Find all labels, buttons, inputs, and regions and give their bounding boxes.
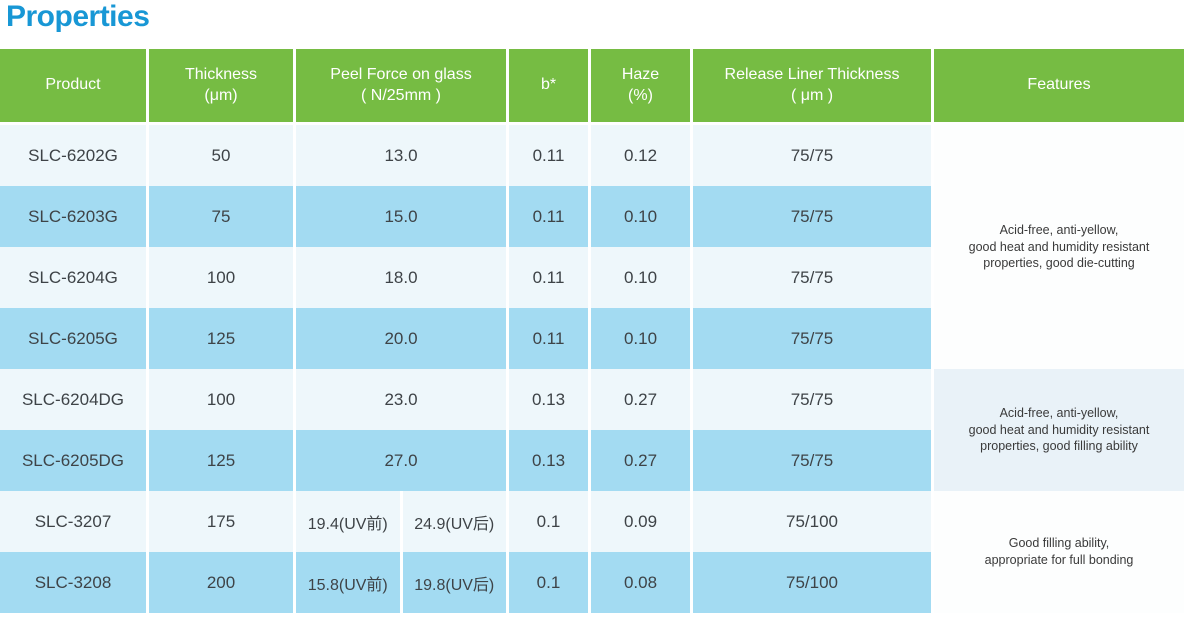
product-cell: SLC-3207: [0, 491, 146, 552]
peel-force-split-cell: 19.4(UV前) 24.9(UV后): [296, 491, 506, 552]
thickness-cell: 200: [149, 552, 293, 613]
product-cell: SLC-6204G: [0, 247, 146, 308]
release-liner-cell: 75/100: [693, 552, 931, 613]
b-star-cell: 0.11: [509, 247, 588, 308]
peel-force-cell: 20.0: [296, 308, 506, 369]
release-liner-cell: 75/75: [693, 186, 931, 247]
peel-force-post-uv-cell: 24.9(UV后): [402, 491, 506, 552]
product-cell: SLC-6204DG: [0, 369, 146, 430]
haze-cell: 0.10: [591, 186, 690, 247]
table-header-row: Product Thickness (μm) Peel Force on gla…: [0, 49, 1184, 122]
product-cell: SLC-6205DG: [0, 430, 146, 491]
thickness-cell: 100: [149, 369, 293, 430]
header-cell-b-star: b*: [509, 49, 588, 122]
haze-cell: 0.27: [591, 430, 690, 491]
thickness-cell: 50: [149, 125, 293, 186]
release-liner-cell: 75/75: [693, 369, 931, 430]
b-star-cell: 0.1: [509, 552, 588, 613]
thickness-cell: 100: [149, 247, 293, 308]
haze-cell: 0.10: [591, 308, 690, 369]
features-cell-group-3: Good filling ability, appropriate for fu…: [934, 491, 1184, 613]
b-star-cell: 0.13: [509, 369, 588, 430]
release-liner-cell: 75/75: [693, 125, 931, 186]
peel-force-cell: 13.0: [296, 125, 506, 186]
header-cell-peel-force: Peel Force on glass ( N/25mm ): [296, 49, 506, 122]
product-cell: SLC-6205G: [0, 308, 146, 369]
release-liner-cell: 75/100: [693, 491, 931, 552]
page-title: Properties: [6, 0, 150, 33]
release-liner-cell: 75/75: [693, 247, 931, 308]
header-cell-release-liner: Release Liner Thickness ( μm ): [693, 49, 931, 122]
thickness-cell: 75: [149, 186, 293, 247]
product-cell: SLC-6203G: [0, 186, 146, 247]
peel-force-post-uv-cell: 19.8(UV后): [402, 552, 506, 613]
b-star-cell: 0.11: [509, 125, 588, 186]
b-star-cell: 0.13: [509, 430, 588, 491]
peel-force-pre-uv-cell: 15.8(UV前): [296, 552, 400, 613]
release-liner-cell: 75/75: [693, 308, 931, 369]
haze-cell: 0.10: [591, 247, 690, 308]
header-cell-product: Product: [0, 49, 146, 122]
header-cell-features: Features: [934, 49, 1184, 122]
product-cell: SLC-6202G: [0, 125, 146, 186]
b-star-cell: 0.11: [509, 308, 588, 369]
header-cell-haze: Haze (%): [591, 49, 690, 122]
peel-force-cell: 18.0: [296, 247, 506, 308]
haze-cell: 0.09: [591, 491, 690, 552]
thickness-cell: 175: [149, 491, 293, 552]
peel-force-cell: 27.0: [296, 430, 506, 491]
haze-cell: 0.12: [591, 125, 690, 186]
peel-force-pre-uv-cell: 19.4(UV前): [296, 491, 400, 552]
table-body: Acid-free, anti-yellow, good heat and hu…: [0, 125, 1184, 613]
release-liner-cell: 75/75: [693, 430, 931, 491]
peel-force-cell: 23.0: [296, 369, 506, 430]
thickness-cell: 125: [149, 430, 293, 491]
peel-force-cell: 15.0: [296, 186, 506, 247]
features-cell-group-1: Acid-free, anti-yellow, good heat and hu…: [934, 125, 1184, 369]
properties-table: Product Thickness (μm) Peel Force on gla…: [0, 49, 1184, 613]
product-cell: SLC-3208: [0, 552, 146, 613]
header-cell-thickness: Thickness (μm): [149, 49, 293, 122]
haze-cell: 0.08: [591, 552, 690, 613]
b-star-cell: 0.1: [509, 491, 588, 552]
peel-force-split-cell: 15.8(UV前) 19.8(UV后): [296, 552, 506, 613]
thickness-cell: 125: [149, 308, 293, 369]
haze-cell: 0.27: [591, 369, 690, 430]
features-cell-group-2: Acid-free, anti-yellow, good heat and hu…: [934, 369, 1184, 491]
b-star-cell: 0.11: [509, 186, 588, 247]
